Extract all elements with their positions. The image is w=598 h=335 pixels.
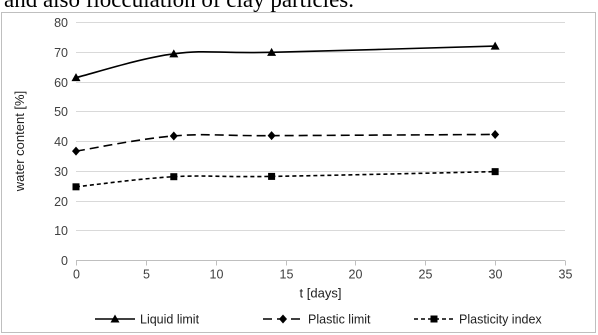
y-tick-labels: 0 10 20 30 40 50 60 70 80: [54, 16, 68, 268]
legend-label: Plasticity index: [459, 313, 542, 327]
x-tick-label: 15: [280, 268, 294, 282]
axes: [76, 260, 566, 266]
series-plastic-limit: [72, 129, 500, 156]
data-point-marker: [71, 73, 81, 82]
x-tick-label: 10: [210, 268, 224, 282]
y-axis-label: water content [%]: [12, 91, 27, 192]
legend-label: Plastic limit: [308, 313, 371, 327]
y-tick-label: 0: [61, 254, 68, 268]
chart-frame: [1, 12, 596, 333]
y-tick-label: 20: [54, 195, 68, 209]
x-tick-labels: 0 5 10 15 20 25 30 35: [73, 268, 572, 282]
series-line: [75, 170, 496, 188]
y-tick-label: 60: [54, 76, 68, 90]
x-tick-label: 30: [489, 268, 503, 282]
legend-item: Plasticity index: [414, 313, 542, 327]
series-line: [75, 45, 496, 79]
y-tick-label: 80: [54, 16, 68, 30]
data-point-marker: [491, 129, 500, 139]
x-tick-label: 35: [559, 268, 573, 282]
data-point-marker: [169, 131, 178, 141]
x-axis-label: t [days]: [300, 286, 342, 301]
legend-marker: [279, 314, 287, 324]
legend-label: Liquid limit: [140, 313, 200, 327]
data-point-marker: [72, 146, 80, 156]
series-lines: [71, 41, 500, 191]
y-tick-label: 10: [54, 224, 68, 238]
data-point-marker: [491, 168, 499, 176]
caption-fragment: and also flocculation of clay particles.: [4, 0, 354, 14]
x-tick-label: 0: [73, 268, 80, 282]
legend-item: Liquid limit: [95, 313, 200, 327]
y-tick-label: 30: [54, 165, 68, 179]
series-plasticity-index: [72, 168, 499, 191]
data-point-marker: [72, 183, 80, 191]
series-liquid-limit: [71, 41, 500, 82]
x-tick-label: 20: [349, 268, 363, 282]
legend-marker: [110, 314, 120, 323]
series-line: [75, 133, 496, 152]
data-point-marker: [267, 131, 276, 141]
y-tick-label: 50: [54, 105, 68, 119]
y-tick-label: 40: [54, 135, 68, 149]
x-tick-label: 25: [419, 268, 433, 282]
data-point-marker: [268, 172, 276, 180]
legend-item: Plastic limit: [263, 313, 371, 327]
legend: Liquid limit Plastic limit Plasticity inde…: [95, 313, 542, 327]
data-point-marker: [267, 47, 277, 56]
data-point-marker: [490, 41, 500, 50]
legend-marker: [430, 315, 438, 323]
data-point-marker: [169, 49, 179, 58]
data-point-marker: [170, 173, 178, 181]
y-tick-label: 70: [54, 46, 68, 60]
x-tick-label: 5: [143, 268, 150, 282]
